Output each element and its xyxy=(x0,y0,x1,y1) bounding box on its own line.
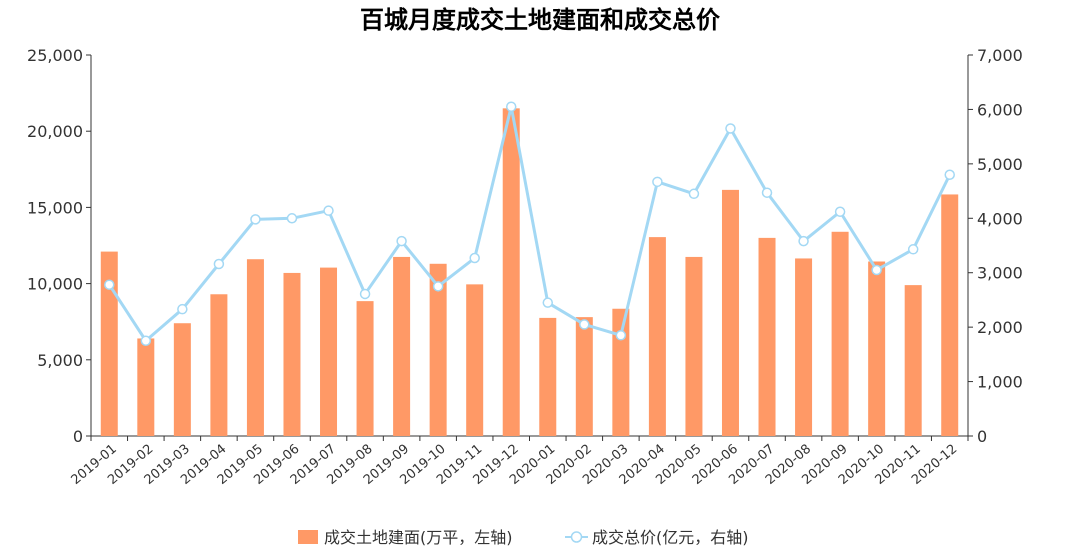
bar xyxy=(795,258,813,436)
line-point xyxy=(104,279,115,290)
y-right-tick-label: 0 xyxy=(977,427,987,446)
line-point xyxy=(505,101,517,112)
line-point xyxy=(834,206,846,218)
line-point xyxy=(542,297,554,308)
bar xyxy=(137,338,155,436)
y-left-tick-label: 5,000 xyxy=(37,351,83,370)
bar xyxy=(320,267,338,436)
chart-legend: 成交土地建面(万平，左轴) 成交总价(亿元，右轴) xyxy=(298,528,749,547)
line-point xyxy=(761,187,773,198)
line-point xyxy=(213,258,225,270)
line-point xyxy=(652,176,663,188)
bar xyxy=(941,194,959,436)
line-point xyxy=(688,188,700,200)
y-left-tick-label: 0 xyxy=(73,427,83,446)
y-right-tick-label: 1,000 xyxy=(977,373,1023,392)
bar xyxy=(466,284,484,436)
legend-bar-swatch xyxy=(298,530,318,544)
y-left-tick-label: 15,000 xyxy=(27,198,83,217)
y-right-tick-label: 4,000 xyxy=(977,209,1023,228)
y-right-tick-label: 7,000 xyxy=(977,46,1023,65)
bar xyxy=(502,108,520,436)
legend-line-marker xyxy=(570,531,583,543)
line-point xyxy=(286,213,298,224)
line-point xyxy=(250,214,261,225)
bar xyxy=(100,251,118,436)
bar xyxy=(831,231,849,436)
line-series xyxy=(108,105,952,343)
bar xyxy=(648,237,666,436)
chart-title: 百城月度成交土地建面和成交总价 xyxy=(360,6,721,34)
bar xyxy=(685,256,703,436)
y-left-tick-label: 20,000 xyxy=(27,122,83,141)
bar xyxy=(173,323,191,436)
line-point xyxy=(323,205,334,216)
bar xyxy=(429,263,447,436)
bar xyxy=(356,301,374,436)
bar xyxy=(904,285,922,436)
y-right-tick-label: 5,000 xyxy=(977,155,1023,174)
y-right-tick-label: 2,000 xyxy=(977,318,1023,337)
line-point xyxy=(359,288,371,300)
line-point xyxy=(469,252,480,264)
line-point xyxy=(907,244,919,255)
line-point xyxy=(615,330,627,341)
legend-line-label: 成交总价(亿元，右轴) xyxy=(592,528,749,547)
line-point xyxy=(798,235,809,247)
y-left-tick-label: 10,000 xyxy=(27,275,83,294)
bar xyxy=(210,294,228,436)
bar xyxy=(283,272,301,436)
y-right-tick-label: 3,000 xyxy=(977,264,1023,283)
line-point xyxy=(432,281,444,292)
bar xyxy=(868,261,886,436)
line-point xyxy=(725,123,736,134)
line-point xyxy=(140,335,152,346)
bar xyxy=(539,317,557,436)
line-point xyxy=(944,169,955,180)
y-right-tick-label: 6,000 xyxy=(977,100,1023,119)
bar xyxy=(393,256,411,436)
bar xyxy=(575,317,593,436)
line-point xyxy=(871,264,882,276)
line-point xyxy=(177,303,188,315)
bar xyxy=(612,308,630,436)
plot-area: 0 5,000 10,000 15,000 20,000 25,000 0 1,000 2,00… xyxy=(27,46,1023,488)
bar xyxy=(758,237,776,436)
bar xyxy=(246,259,264,436)
y-left-tick-label: 25,000 xyxy=(27,46,83,65)
line-point xyxy=(396,235,407,247)
bar xyxy=(721,189,739,436)
legend-bar-label: 成交土地建面(万平，左轴) xyxy=(324,528,513,547)
line-point xyxy=(579,319,590,330)
